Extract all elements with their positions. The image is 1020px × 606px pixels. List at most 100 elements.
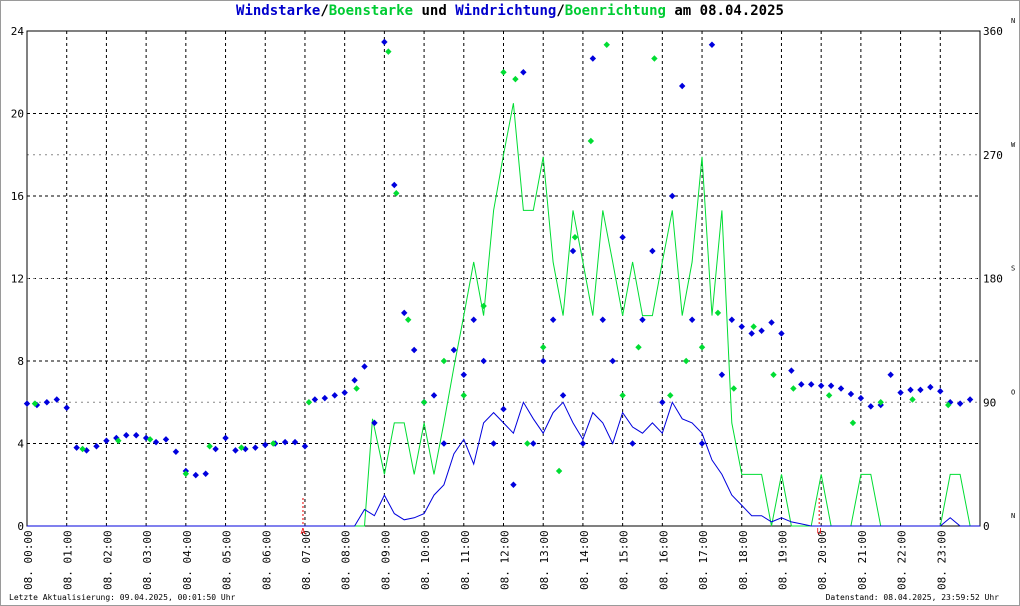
wind-direction-point (847, 390, 855, 398)
wind-direction-point (410, 346, 418, 354)
wind-direction-point (917, 386, 924, 394)
wind-direction-point (669, 192, 676, 200)
x-tick-label: 08. 09:00 (379, 530, 392, 590)
gust-direction-point (269, 440, 277, 447)
wind-direction-point (123, 432, 130, 439)
wind-direction-point (659, 399, 666, 406)
y-tick-right-label: 90 (983, 396, 996, 409)
wind-direction-point (192, 471, 199, 479)
gust-direction-point (770, 371, 777, 378)
wind-direction-point (857, 394, 865, 402)
x-tick-label: 08. 15:00 (618, 530, 631, 590)
gust-direction-point (305, 399, 313, 406)
title-separator-2: / (556, 3, 565, 19)
wind-direction-point (788, 367, 795, 374)
gust-direction-point (730, 385, 738, 392)
wind-direction-point (867, 403, 875, 410)
wind-direction-point (152, 438, 160, 446)
wind-direction-point (93, 443, 100, 450)
compass-label: N (1011, 17, 1015, 25)
chart-title: Windstarke/Boenstarke und Windrichtung/B… (0, 3, 1020, 19)
wind-direction-point (688, 316, 696, 323)
wind-direction-point (212, 445, 219, 453)
x-tick-label: 08. 12:00 (499, 530, 512, 590)
y-tick-right-label: 0 (983, 520, 990, 533)
x-tick-label: 08. 18:00 (737, 530, 750, 590)
wind-direction-point (549, 316, 557, 323)
x-tick-label: 08. 00:00 (22, 530, 35, 590)
x-tick-label: 08. 06:00 (260, 530, 273, 590)
gust-direction-point (571, 234, 579, 241)
x-tick-label: 08. 22:00 (896, 530, 909, 590)
wind-direction-point (837, 385, 845, 392)
wind-direction-point (291, 438, 299, 446)
x-tick-label: 08. 21:00 (856, 530, 869, 590)
gust-direction-point (405, 316, 412, 323)
gust-direction-point (945, 401, 952, 409)
wind-direction-point (768, 319, 775, 326)
wind-direction-point (480, 357, 487, 365)
wind-direction-point (401, 309, 408, 317)
x-tick-label: 08. 04:00 (181, 530, 194, 590)
gust-direction-point (182, 470, 190, 477)
event-marker-label: A (301, 527, 306, 536)
wind-direction-point (142, 434, 150, 442)
gust-direction-point (555, 467, 563, 475)
y-tick-right-label: 180 (983, 273, 1003, 286)
x-tick-label: 08. 11:00 (459, 530, 472, 590)
wind-direction-point (430, 392, 438, 399)
wind-direction-point (738, 323, 745, 330)
wind-direction-point (897, 389, 904, 396)
wind-direction-point (678, 82, 686, 90)
wind-direction-point (321, 394, 329, 402)
wind-direction-point (639, 316, 646, 323)
compass-label: W (1011, 141, 1016, 149)
x-tick-label: 08. 14:00 (578, 530, 591, 590)
wind-direction-point (937, 388, 944, 395)
wind-direction-point (351, 377, 358, 384)
x-tick-label: 08. 07:00 (300, 530, 313, 590)
wind-direction-point (589, 55, 597, 62)
gust-direction-point (385, 48, 392, 55)
wind-direction-point (132, 432, 140, 439)
gust-direction-point (79, 445, 86, 453)
gust-direction-point (714, 309, 722, 317)
gust-direction-point (393, 190, 400, 197)
x-tick-label: 08. 08:00 (340, 530, 353, 590)
gust-direction-point (909, 396, 916, 403)
gust-direction-point (682, 357, 690, 365)
wind-direction-point (887, 371, 894, 378)
gust-direction-point (877, 399, 884, 406)
wind-direction-point (361, 363, 368, 370)
wind-direction-point (569, 247, 577, 255)
y-tick-left-label: 4 (17, 438, 24, 451)
gust-direction-point (698, 344, 706, 351)
gust-direction-point (750, 323, 757, 330)
wind-direction-point (619, 234, 626, 241)
x-tick-label: 08. 02:00 (101, 530, 114, 590)
title-separator-1: / (320, 3, 329, 19)
wind-direction-point (252, 444, 259, 451)
wind-direction-point (371, 419, 378, 427)
gust-direction-point (587, 137, 595, 145)
gust-direction-point (619, 392, 626, 399)
title-wind-speed: Windstarke (236, 3, 321, 19)
last-update-text: Letzte Aktualisierung: 09.04.2025, 00:01… (9, 593, 236, 602)
wind-direction-point (281, 438, 289, 446)
y-tick-left-label: 16 (11, 190, 24, 203)
plot-area-border (26, 30, 981, 527)
wind-direction-point (649, 247, 656, 255)
y-tick-left-label: 0 (17, 520, 24, 533)
wind-direction-point (73, 444, 80, 451)
wind-direction-point (907, 386, 914, 394)
wind-speed-line (27, 401, 980, 527)
x-tick-label: 08. 03:00 (141, 530, 154, 590)
wind-direction-point (966, 396, 974, 403)
wind-direction-point (232, 447, 239, 454)
gust-direction-point (480, 302, 487, 310)
title-gust-speed: Boenstarke (328, 3, 414, 19)
y-tick-left-label: 12 (11, 273, 24, 286)
gust-direction-point (667, 392, 674, 399)
wind-direction-point (758, 327, 765, 334)
